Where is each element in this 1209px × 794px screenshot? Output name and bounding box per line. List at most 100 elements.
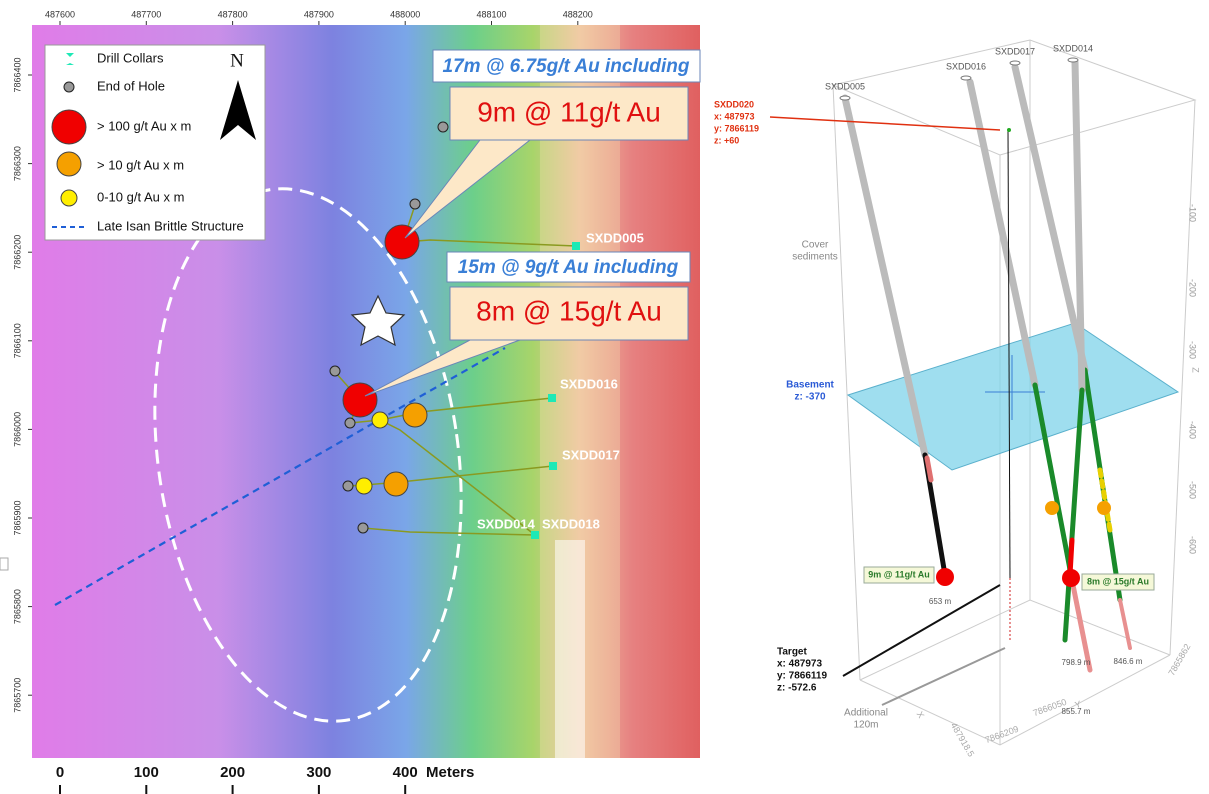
north-label: N [230, 50, 244, 71]
grade-medium [383, 471, 409, 497]
hole-core [1062, 387, 1085, 643]
drill-holes-3d [841, 58, 1132, 673]
section-label: z: +60 [714, 135, 739, 145]
y-tick-label: 7865800 [12, 589, 22, 624]
hole-label: SXDD014 [477, 516, 536, 531]
section-label: Cover [802, 240, 829, 251]
section-label: Basement [786, 380, 834, 391]
legend-collar [66, 53, 74, 65]
hole-label-3d: SXDD016 [946, 61, 986, 71]
structure-line [54, 347, 506, 606]
hole-pipe [1011, 63, 1089, 374]
end-of-hole [409, 198, 421, 210]
legend-label: Late Isan Brittle Structure [97, 218, 244, 233]
section-label: Additional [844, 708, 888, 719]
collar [572, 242, 580, 250]
leader [842, 584, 1001, 677]
x-tick-label: 488000 [390, 9, 420, 19]
hole-core [1032, 382, 1075, 583]
callout-heading-box [432, 49, 701, 83]
depth-label: 855.7 m [1062, 707, 1091, 716]
axis-label-3d: Z [1191, 367, 1201, 373]
map-shade [555, 540, 585, 758]
collar-3d [1067, 57, 1079, 63]
leader [769, 116, 1001, 131]
callout-highlight-box [449, 86, 689, 141]
depth-label: 653 m [929, 597, 952, 606]
scale-tick-label: 0 [56, 764, 64, 781]
x-tick-label: 487800 [218, 9, 248, 19]
hole-label: SXDD005 [586, 230, 644, 245]
hole-label: SXDD016 [560, 376, 618, 391]
collar [549, 462, 557, 470]
hole-label-3d: SXDD014 [1053, 43, 1093, 53]
z-tick-label: -500 [1188, 481, 1198, 499]
section-label: SXDD020 [714, 99, 754, 109]
scale-tick-label: 300 [306, 764, 331, 781]
grade-low [355, 477, 373, 495]
callout-heading-box [446, 251, 691, 283]
y-tick-label: 7866000 [12, 412, 22, 447]
section-label: z: -370 [794, 392, 826, 403]
axis-label-3d: X [915, 710, 927, 720]
callout-highlight: 9m @ 11g/t Au [477, 96, 661, 127]
collar-3d [1009, 60, 1021, 66]
x-tick-label: 487900 [304, 9, 334, 19]
legend-label: Drill Collars [97, 50, 164, 65]
scale-tick-label: 200 [220, 764, 245, 781]
collars [531, 242, 580, 539]
new-hole [1007, 129, 1011, 579]
callout-heading: 17m @ 6.75g/t Au including [443, 56, 690, 77]
collar-3d [960, 75, 972, 81]
section-label: x: 487973 [714, 111, 755, 121]
collar-3d [839, 95, 851, 101]
intercept-box [863, 566, 935, 584]
legend-grade-high [51, 109, 87, 145]
x-tick-label: 487600 [45, 9, 75, 19]
legend-label: > 100 g/t Au x m [97, 118, 191, 133]
callout-highlight: 8m @ 15g/t Au [476, 295, 662, 326]
section-label: z: -572.6 [777, 683, 817, 694]
legend-box [44, 44, 266, 241]
z-tick-label: -100 [1188, 204, 1198, 222]
legend-label: End of Hole [97, 78, 165, 93]
grade-low [371, 411, 389, 429]
axis-label-3d: Y [1074, 699, 1082, 710]
intercept-marker [1062, 569, 1080, 587]
x-tick-label: 487700 [131, 9, 161, 19]
end-of-hole-markers [329, 121, 449, 534]
hole-pipe [966, 78, 1039, 389]
x-axis: 487600 487700 487800 487900 488000 488100 4882… [45, 9, 593, 25]
z-axis: -100 -200 -300 -400 -500 -600 [1188, 204, 1198, 554]
x-tick-label: 488100 [476, 9, 506, 19]
y-tick-label: 7866200 [12, 235, 22, 270]
y-tick-label: 7865900 [12, 500, 22, 535]
box-top [831, 39, 1197, 156]
z-tick-label: -600 [1188, 536, 1198, 554]
y-tick-label: 7866300 [12, 146, 22, 181]
end-of-hole [357, 522, 369, 534]
trace [362, 527, 536, 536]
legend-grade-medium [56, 151, 82, 177]
hole-label: SXDD017 [562, 447, 620, 462]
end-of-hole [329, 365, 341, 377]
intercept-box [1081, 573, 1155, 591]
legend-label: 0-10 g/t Au x m [97, 189, 184, 204]
section-label: Target [777, 647, 807, 658]
scale-tick-label: 100 [134, 764, 159, 781]
y-tick-label: 7866400 [12, 57, 22, 92]
callout-highlight-box [449, 286, 689, 341]
legend-label: > 10 g/t Au x m [97, 157, 184, 172]
callout-heading: 15m @ 9g/t Au including [458, 257, 679, 278]
intercept-label: 8m @ 15g/t Au [1087, 576, 1149, 586]
target-star [350, 294, 406, 347]
grade-medium [402, 402, 428, 428]
x-tick-label: 488200 [563, 9, 593, 19]
hole-label-3d: SXDD017 [995, 46, 1035, 56]
leader [881, 647, 1006, 706]
scale-bar: 0 100 200 300 400 [56, 764, 418, 794]
grade-high [342, 382, 378, 418]
frame-handle [0, 557, 9, 571]
z-tick-label: -300 [1188, 341, 1198, 359]
hole-pipe [841, 94, 929, 459]
